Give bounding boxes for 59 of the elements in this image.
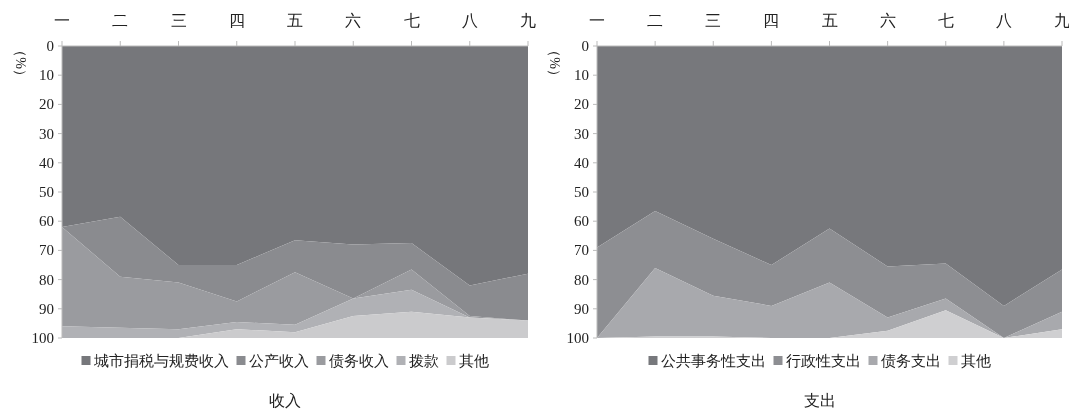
y-tick-label: 50	[39, 184, 54, 200]
x-tick-label: 三	[170, 12, 187, 29]
legend-公共事务性支出: 公共事务性支出	[648, 353, 766, 369]
y-tick-label: 20	[39, 96, 54, 113]
y-tick-label: 30	[574, 125, 589, 142]
x-tick-label: 五	[821, 12, 838, 29]
text: 支出	[803, 391, 836, 410]
y-tick-label: 70	[574, 242, 589, 259]
y-tick-label: 0	[46, 38, 54, 54]
x-tick-label: 八	[995, 12, 1012, 29]
legend-label: 公产收入	[248, 353, 309, 369]
legend-label: 债务支出	[880, 353, 941, 369]
y-tick-label: 10	[39, 67, 54, 84]
legend-label: 拨款	[408, 353, 439, 369]
y-tick-label: 80	[39, 271, 54, 288]
y-tick-label: 90	[39, 300, 54, 317]
y-tick-label: 60	[39, 213, 54, 230]
y-tick-label: 40	[39, 154, 54, 171]
x-tick-label: 八	[461, 12, 478, 29]
x-tick-label: 九	[520, 12, 536, 29]
y-tick-label: 0	[581, 38, 589, 54]
x-tick-label: 九	[1054, 12, 1069, 29]
legend-公产收入: 公产收入	[236, 353, 309, 369]
y-tick-label: 60	[574, 213, 589, 230]
x-tick-label: 二	[647, 12, 664, 29]
y-tick-label: 40	[574, 154, 589, 171]
x-tick-label: 三	[705, 12, 722, 29]
y-tick-label: 20	[574, 96, 589, 113]
x-tick-label: 一	[54, 12, 70, 29]
legend-债务收入: 债务收入	[316, 353, 389, 369]
legend-债务支出: 债务支出	[868, 353, 941, 369]
y-tick-label: 10	[574, 67, 589, 84]
y-tick-label: 30	[39, 125, 54, 142]
legend-label: 其他	[960, 353, 991, 369]
legend-label: 债务收入	[328, 353, 389, 369]
x-tick-label: 七	[937, 12, 954, 29]
y-tick-label: 70	[39, 242, 54, 259]
legend-拨款: 拨款	[396, 353, 439, 369]
legend-其他: 其他	[446, 353, 489, 369]
legend-城市捐税与规费收入: 城市捐税与规费收入	[81, 353, 229, 369]
x-tick-label: 七	[403, 12, 420, 29]
legend-行政性支出: 行政性支出	[773, 353, 861, 369]
y-axis-title: （%）	[13, 43, 28, 83]
legend-其他: 其他	[948, 353, 991, 369]
legend-label: 其他	[458, 353, 489, 369]
y-tick-label: 80	[574, 271, 589, 288]
x-tick-label: 二	[112, 12, 129, 29]
y-tick-label: 100	[31, 330, 54, 346]
text: 收入	[269, 391, 301, 410]
x-tick-label: 六	[879, 12, 896, 29]
y-tick-label: 100	[566, 330, 589, 346]
x-tick-label: 五	[287, 12, 303, 29]
x-tick-label: 四	[228, 12, 245, 29]
x-tick-label: 一	[589, 12, 605, 29]
y-tick-label: 90	[574, 300, 589, 317]
x-tick-label: 四	[763, 12, 780, 29]
y-tick-label: 50	[574, 184, 589, 200]
y-axis-title: （%）	[547, 43, 562, 83]
x-tick-label: 六	[345, 12, 362, 29]
